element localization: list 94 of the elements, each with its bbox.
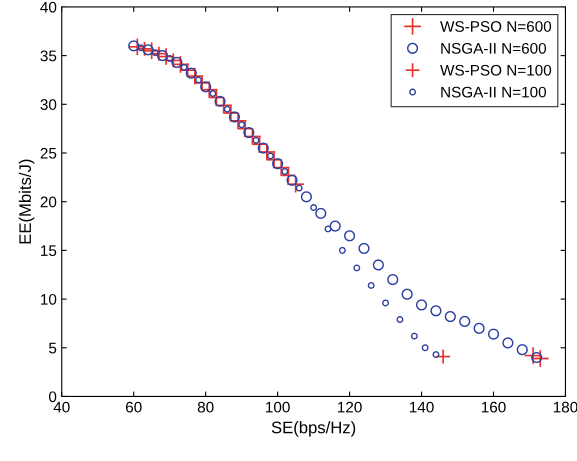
point (238, 121, 246, 128)
point (128, 40, 140, 52)
point (209, 90, 216, 98)
x-tick-label: 100 (266, 402, 290, 413)
x-tick-label: 80 (198, 402, 214, 413)
point (258, 142, 269, 154)
point (368, 282, 375, 289)
point (516, 344, 528, 356)
point (402, 288, 413, 300)
point (488, 328, 500, 340)
point (266, 152, 274, 160)
point (142, 44, 154, 56)
point (372, 259, 384, 271)
point (272, 158, 284, 170)
point (214, 96, 226, 107)
point (459, 316, 470, 328)
legend-label: WS-PSO N=100 (440, 64, 552, 76)
point (228, 111, 240, 123)
legend-label: WS-PSO N=600 (440, 21, 552, 32)
point (194, 75, 210, 91)
point (416, 299, 428, 310)
point (382, 299, 390, 306)
point (524, 346, 542, 365)
point (315, 208, 326, 219)
point (338, 246, 346, 254)
y-axis-title: EE(Mbits/J) (18, 160, 34, 244)
y-tick-label: 30 (40, 99, 56, 110)
point (358, 242, 370, 254)
point (502, 337, 514, 348)
point (243, 127, 262, 146)
y-tick-label: 10 (41, 294, 56, 305)
point (208, 90, 224, 106)
x-tick-label: 60 (126, 402, 142, 413)
point (252, 136, 260, 144)
point (387, 274, 398, 286)
point (166, 55, 174, 62)
point (410, 332, 418, 340)
y-tick-label: 15 (41, 245, 56, 256)
point (344, 230, 356, 242)
legend-label: NSGA-II N=600 (441, 42, 546, 54)
point (166, 52, 182, 68)
point (186, 68, 197, 79)
legend-label: NSGA-II N=100 (441, 86, 546, 98)
point (151, 46, 167, 62)
y-tick-label: 40 (40, 2, 56, 13)
point (531, 352, 542, 364)
point (280, 168, 296, 184)
point (228, 112, 248, 130)
x-tick-label: 160 (482, 402, 506, 413)
point (200, 80, 218, 99)
point (224, 106, 231, 113)
point (171, 55, 190, 74)
point (223, 105, 239, 121)
point (281, 168, 288, 175)
point (286, 174, 305, 194)
y-tick-label: 20 (40, 196, 56, 208)
point (272, 158, 290, 177)
point (444, 311, 456, 322)
x-tick-label: 120 (338, 402, 362, 413)
point (432, 351, 440, 358)
point (286, 174, 298, 186)
point (137, 44, 144, 52)
point (237, 120, 254, 136)
point (243, 126, 254, 138)
point (430, 305, 442, 316)
point (136, 41, 152, 57)
point (214, 96, 233, 114)
point (300, 191, 312, 202)
point (310, 204, 318, 212)
point (324, 225, 332, 232)
point (422, 344, 429, 352)
point (296, 184, 303, 192)
x-tick-label: 140 (410, 402, 434, 413)
point (266, 152, 282, 168)
point (258, 142, 276, 162)
point (194, 76, 202, 84)
point (171, 56, 182, 68)
y-tick-label: 5 (48, 342, 56, 354)
point (180, 62, 196, 78)
point (330, 220, 341, 232)
y-tick-label: 35 (40, 50, 56, 62)
y-tick-label: 0 (48, 391, 56, 402)
point (252, 136, 268, 152)
point (396, 316, 404, 323)
point (156, 50, 168, 62)
x-axis-title: SE(bps/Hz) (272, 421, 356, 437)
point (180, 64, 188, 71)
point (353, 264, 360, 272)
y-tick-label: 25 (40, 148, 56, 159)
point (200, 81, 212, 92)
point (474, 322, 485, 334)
point (152, 49, 159, 56)
point (435, 348, 451, 364)
point (186, 66, 204, 86)
